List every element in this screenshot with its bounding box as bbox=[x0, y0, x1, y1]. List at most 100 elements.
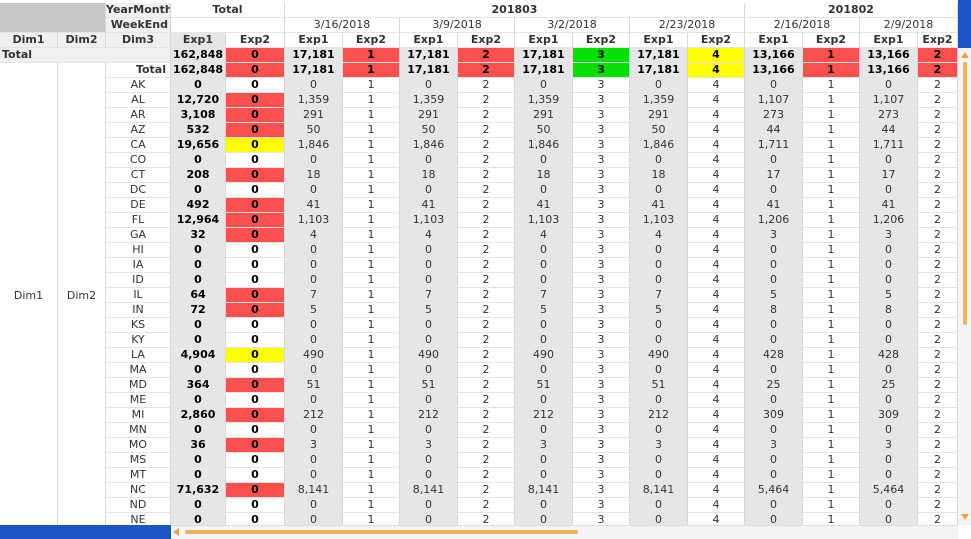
week-value: 41 bbox=[400, 198, 458, 213]
week-value: 212 bbox=[400, 408, 458, 423]
week-value: 2 bbox=[918, 198, 958, 213]
dim3-value: MT bbox=[106, 468, 171, 483]
v-scroll-down-arrow[interactable] bbox=[961, 514, 969, 520]
h-scroll-thumb[interactable] bbox=[185, 530, 578, 534]
measure-header: Exp2 bbox=[458, 33, 515, 48]
week-value: 1 bbox=[803, 468, 860, 483]
week-value: 2 bbox=[458, 483, 515, 498]
total-value: 0 bbox=[171, 78, 226, 93]
v-scroll-up-arrow[interactable] bbox=[961, 52, 969, 58]
week-value: 4 bbox=[688, 258, 745, 273]
week-value: 2 bbox=[458, 153, 515, 168]
week-value: 4 bbox=[688, 288, 745, 303]
total-header: Total bbox=[171, 3, 285, 18]
total-cell: 17,181 bbox=[630, 63, 688, 78]
week-value: 4 bbox=[400, 228, 458, 243]
week-value: 7 bbox=[400, 288, 458, 303]
week-value: 3 bbox=[573, 333, 630, 348]
v-scrollbar[interactable] bbox=[958, 48, 971, 525]
total-cell: 17,181 bbox=[515, 48, 573, 63]
week-value: 0 bbox=[515, 498, 573, 513]
week-value: 2 bbox=[458, 198, 515, 213]
week-value: 4 bbox=[688, 153, 745, 168]
week-value: 0 bbox=[285, 78, 343, 93]
dim3-value: CA bbox=[106, 138, 171, 153]
dim3-value: MD bbox=[106, 378, 171, 393]
week-value: 4 bbox=[688, 123, 745, 138]
total-cell: 17,181 bbox=[515, 63, 573, 78]
week-value: 18 bbox=[515, 168, 573, 183]
week-value: 2 bbox=[918, 408, 958, 423]
week-value: 3 bbox=[860, 438, 918, 453]
week-value: 7 bbox=[285, 288, 343, 303]
total-cell: 17,181 bbox=[400, 63, 458, 78]
measure-header: Exp2 bbox=[573, 33, 630, 48]
week-value: 8,141 bbox=[515, 483, 573, 498]
week-value: 4 bbox=[285, 228, 343, 243]
week-value: 0 bbox=[285, 498, 343, 513]
total-value: 0 bbox=[226, 393, 285, 408]
week-value: 0 bbox=[515, 423, 573, 438]
week-value: 41 bbox=[285, 198, 343, 213]
week-value: 4 bbox=[688, 183, 745, 198]
week-value: 428 bbox=[745, 348, 803, 363]
week-value: 0 bbox=[400, 333, 458, 348]
h-scroll-left-arrow[interactable] bbox=[173, 528, 179, 536]
week-value: 51 bbox=[285, 378, 343, 393]
week-value: 4 bbox=[688, 213, 745, 228]
week-value: 4 bbox=[688, 333, 745, 348]
week-value: 4 bbox=[688, 438, 745, 453]
week-value: 4 bbox=[688, 273, 745, 288]
total-cell: 2 bbox=[458, 63, 515, 78]
h-scrollbar-left bbox=[0, 525, 171, 539]
total-value: 0 bbox=[226, 438, 285, 453]
week-value: 0 bbox=[745, 363, 803, 378]
week-value: 2 bbox=[918, 498, 958, 513]
total-cell: 1 bbox=[343, 48, 400, 63]
week-value: 1 bbox=[343, 438, 400, 453]
total-value: 0 bbox=[171, 183, 226, 198]
v-scroll-thumb[interactable] bbox=[963, 62, 967, 325]
week-value: 44 bbox=[860, 123, 918, 138]
dim3-value: AZ bbox=[106, 123, 171, 138]
measure-header: Exp2 bbox=[688, 33, 745, 48]
week-value: 0 bbox=[745, 468, 803, 483]
week-value: 0 bbox=[400, 468, 458, 483]
total-value: 0 bbox=[226, 258, 285, 273]
week-value: 0 bbox=[285, 183, 343, 198]
week-value: 3 bbox=[745, 438, 803, 453]
week-value: 41 bbox=[630, 198, 688, 213]
total-value: 364 bbox=[171, 378, 226, 393]
week-value: 2 bbox=[918, 93, 958, 108]
total-cell: 2 bbox=[918, 48, 958, 63]
total-cell: 2 bbox=[918, 63, 958, 78]
week-value: 1 bbox=[343, 93, 400, 108]
week-value: 4 bbox=[688, 423, 745, 438]
total-value: 0 bbox=[226, 468, 285, 483]
total-value: 0 bbox=[171, 318, 226, 333]
dim-header: Dim2 bbox=[58, 33, 106, 48]
total-cell: 17,181 bbox=[285, 48, 343, 63]
week-value: 41 bbox=[515, 198, 573, 213]
week-value: 2 bbox=[918, 168, 958, 183]
week-value: 3 bbox=[573, 243, 630, 258]
week-header: 2/9/2018 bbox=[860, 18, 958, 33]
week-value: 0 bbox=[285, 258, 343, 273]
week-value: 2 bbox=[918, 333, 958, 348]
total-value: 0 bbox=[171, 498, 226, 513]
week-value: 4 bbox=[688, 363, 745, 378]
week-value: 4 bbox=[688, 168, 745, 183]
week-value: 1 bbox=[803, 288, 860, 303]
week-value: 2 bbox=[918, 228, 958, 243]
week-value: 1,711 bbox=[745, 138, 803, 153]
week-value: 0 bbox=[630, 453, 688, 468]
week-value: 4 bbox=[688, 378, 745, 393]
week-value: 3 bbox=[573, 318, 630, 333]
week-value: 2 bbox=[458, 393, 515, 408]
h-scrollbar[interactable] bbox=[171, 525, 958, 539]
total-cell: 3 bbox=[573, 63, 630, 78]
total-cell: 1 bbox=[803, 48, 860, 63]
total-cell: 17,181 bbox=[400, 48, 458, 63]
week-value: 4 bbox=[688, 453, 745, 468]
week-value: 273 bbox=[860, 108, 918, 123]
